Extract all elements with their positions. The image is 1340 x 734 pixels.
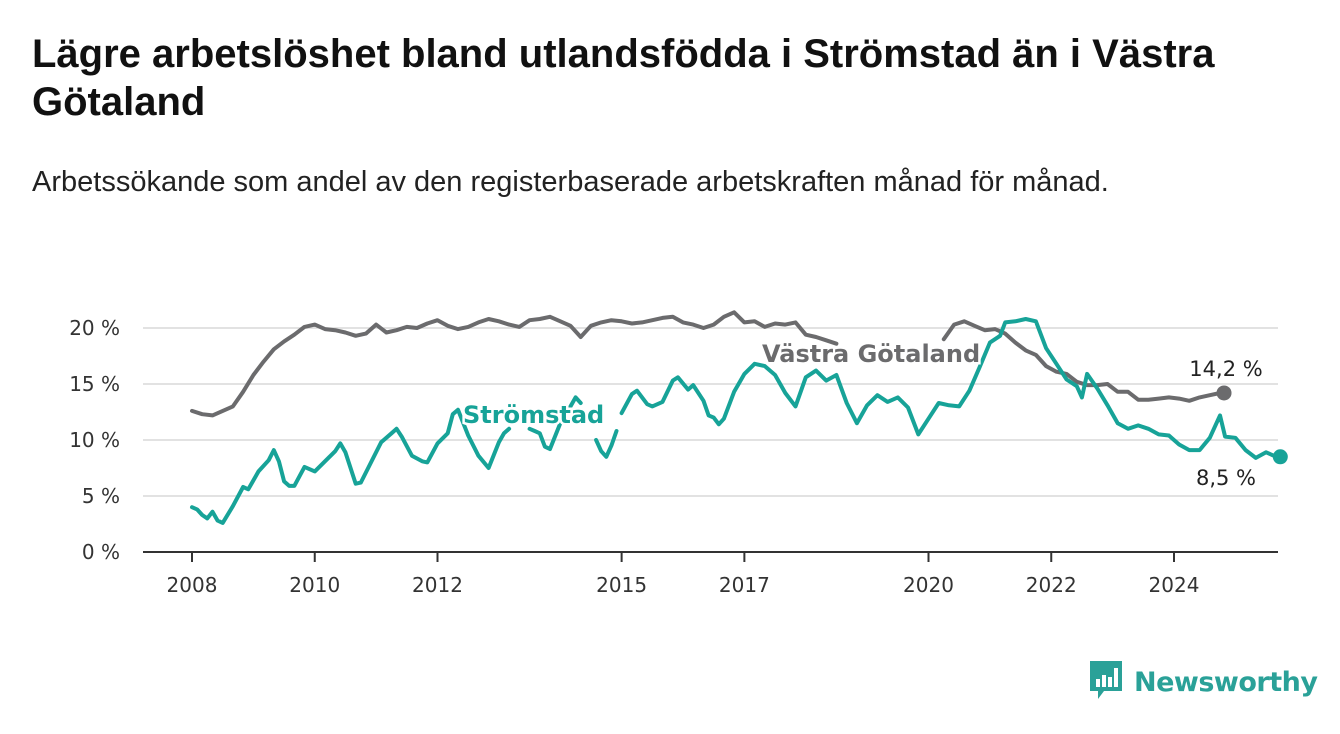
x-tick-label: 2008 (167, 573, 218, 597)
series-line-stromstad (190, 407, 512, 525)
series-label-vastra-gotaland: Västra Götaland (762, 340, 980, 368)
series-line-stromstad (594, 429, 619, 459)
series-labels: Västra Götaland Strömstad 14,2 % 8,5 % (461, 338, 1263, 491)
newsworthy-logo: Newsworthy (1088, 659, 1318, 706)
end-value-label-stromstad: 8,5 % (1196, 466, 1256, 490)
series-line-stromstad (619, 317, 1279, 460)
newsworthy-logo-icon (1088, 659, 1124, 706)
grid-lines (143, 327, 1278, 553)
series-lines (190, 310, 1288, 525)
x-tick-label: 2012 (412, 573, 463, 597)
y-tick-label: 15 % (69, 372, 120, 396)
y-tick-label: 20 % (69, 316, 120, 340)
series-line-vastra-gotaland (941, 319, 1222, 403)
y-tick-label: 5 % (82, 484, 120, 508)
y-axis-tick-labels: 0 % 5 % 10 % 15 % 20 % (69, 316, 120, 564)
y-tick-label: 0 % (82, 540, 120, 564)
end-value-label-vastra-gotaland: 14,2 % (1189, 357, 1262, 381)
x-tick-label: 2015 (596, 573, 647, 597)
x-tick-label: 2017 (719, 573, 770, 597)
chart-subtitle: Arbetssökande som andel av den registerb… (32, 166, 1109, 198)
series-line-vastra-gotaland (190, 310, 839, 418)
series-line-stromstad (527, 395, 583, 451)
chart-title: Lägre arbetslöshet bland utlandsfödda i … (32, 32, 1215, 124)
series-label-stromstad: Strömstad (463, 401, 604, 429)
x-tick-label: 2024 (1149, 573, 1200, 597)
y-tick-label: 10 % (69, 428, 120, 452)
end-point-stromstad (1272, 449, 1288, 465)
x-tick-label: 2020 (903, 573, 954, 597)
x-axis-tick-labels: 2008 2010 2012 2015 2017 2020 2022 2024 (167, 552, 1200, 597)
x-tick-label: 2022 (1026, 573, 1077, 597)
x-tick-label: 2010 (289, 573, 340, 597)
newsworthy-logo-text: Newsworthy (1134, 666, 1318, 698)
end-point-vastra-gotaland (1216, 385, 1232, 401)
